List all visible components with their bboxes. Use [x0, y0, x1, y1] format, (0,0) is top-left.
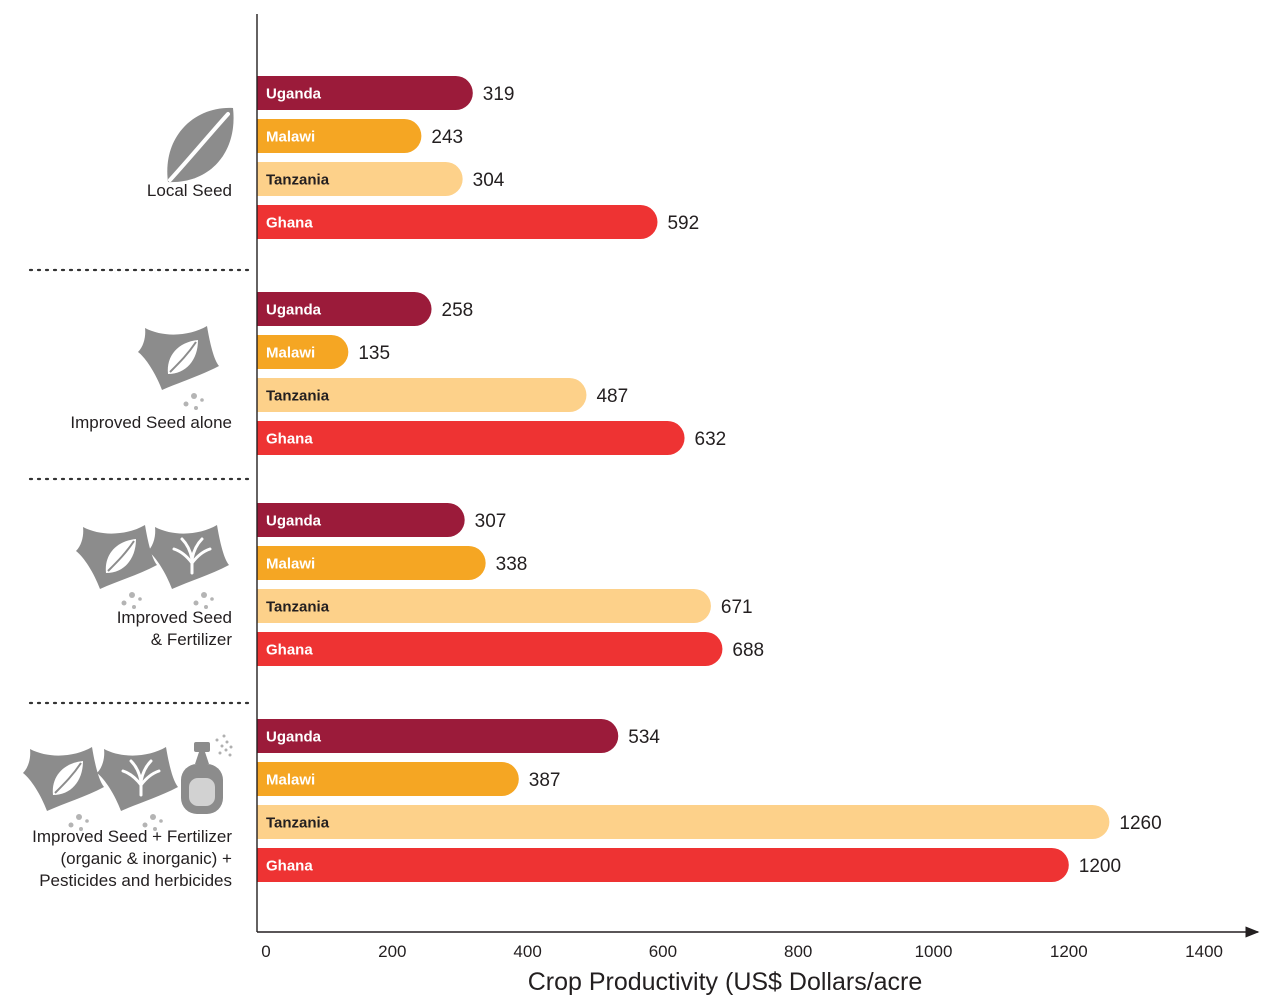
group-label: Pesticides and herbicides	[39, 871, 232, 890]
x-tick-label: 1400	[1185, 942, 1223, 961]
bar-value-label: 487	[596, 386, 628, 407]
bar-country-label: Ghana	[266, 858, 313, 875]
bar-tanzania	[257, 589, 711, 623]
bar-country-label: Malawi	[266, 556, 315, 573]
bar-country-label: Uganda	[266, 729, 322, 746]
seed-bag-icon	[23, 747, 104, 831]
x-tick-label: 800	[784, 942, 812, 961]
group-label: Improved Seed	[117, 608, 232, 627]
bar-country-label: Uganda	[266, 302, 322, 319]
bar-uganda	[257, 503, 465, 537]
bar-country-label: Uganda	[266, 86, 322, 103]
bar-ghana	[257, 848, 1069, 882]
fertilizer-bag-icon	[97, 747, 178, 831]
bar-country-label: Ghana	[266, 642, 313, 659]
bar-tanzania	[257, 378, 587, 412]
bar-country-label: Malawi	[266, 345, 315, 362]
bar-value-label: 304	[473, 170, 505, 191]
bar-malawi	[257, 335, 349, 369]
bar-ghana	[257, 205, 658, 239]
x-tick-label: 600	[649, 942, 677, 961]
bar-country-label: Malawi	[266, 772, 315, 789]
bar-value-label: 258	[442, 300, 474, 321]
bar-value-label: 688	[732, 640, 764, 661]
fertilizer-bag-icon	[148, 525, 229, 609]
bar-ghana	[257, 421, 685, 455]
bar-value-label: 1260	[1119, 813, 1161, 834]
bar-value-label: 632	[695, 429, 727, 450]
bar-malawi	[257, 119, 422, 153]
leaf-icon	[167, 107, 234, 183]
x-tick-label: 1000	[915, 942, 953, 961]
bar-tanzania	[257, 805, 1110, 839]
bar-uganda	[257, 292, 432, 326]
group-label: & Fertilizer	[151, 630, 233, 649]
bar-country-label: Uganda	[266, 513, 322, 530]
seed-bag-icon	[138, 326, 219, 410]
bar-value-label: 338	[496, 554, 528, 575]
bar-tanzania	[257, 162, 463, 196]
x-tick-label: 1200	[1050, 942, 1088, 961]
bar-value-label: 534	[628, 727, 660, 748]
bar-country-label: Tanzania	[266, 599, 330, 616]
spray-bottle-icon	[181, 734, 233, 814]
bar-value-label: 671	[721, 597, 753, 618]
group-label: Improved Seed alone	[70, 413, 232, 432]
bar-uganda	[257, 76, 473, 110]
x-tick-label: 0	[261, 942, 270, 961]
bar-value-label: 135	[358, 343, 390, 364]
bar-country-label: Tanzania	[266, 388, 330, 405]
bar-value-label: 592	[667, 213, 699, 234]
group-label: Local Seed	[147, 181, 232, 200]
bar-country-label: Tanzania	[266, 815, 330, 832]
bar-uganda	[257, 719, 619, 753]
x-axis-title: Crop Productivity (US$ Dollars/acre	[528, 968, 923, 995]
bar-malawi	[257, 546, 486, 580]
bar-value-label: 1200	[1079, 856, 1121, 877]
bar-malawi	[257, 762, 519, 796]
bar-ghana	[257, 632, 723, 666]
bar-country-label: Ghana	[266, 215, 313, 232]
x-tick-label: 400	[513, 942, 541, 961]
group-label: (organic & inorganic) +	[60, 849, 232, 868]
bar-country-label: Ghana	[266, 431, 313, 448]
bar-country-label: Tanzania	[266, 172, 330, 189]
bar-value-label: 243	[431, 127, 463, 148]
bar-country-label: Malawi	[266, 129, 315, 146]
bar-value-label: 319	[483, 84, 515, 105]
bar-value-label: 387	[529, 770, 561, 791]
bar-value-label: 307	[475, 511, 507, 532]
x-tick-label: 200	[378, 942, 406, 961]
group-label: Improved Seed + Fertilizer	[32, 827, 232, 846]
seed-bag-icon	[76, 525, 157, 609]
